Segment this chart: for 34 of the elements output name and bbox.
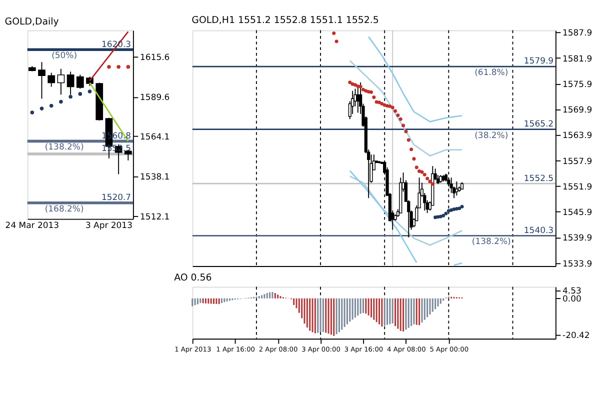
y-tick-label: 1564.1	[140, 131, 170, 142]
y-tick-label: 1512.1	[140, 211, 170, 222]
ref-line-label: 1579.9	[524, 56, 554, 66]
y-tick-label: -20.42	[562, 330, 590, 340]
x-tick-label: 3 Apr 2013	[85, 220, 132, 230]
ref-line-label: 1565.2	[524, 118, 554, 129]
annotation: (138.2%)	[472, 236, 511, 246]
annotation: (38.2%)	[474, 130, 508, 140]
chart-title: GOLD,H1 1551.2 1552.8 1551.1 1552.5	[192, 14, 379, 26]
y-tick-label: 1589.6	[140, 92, 170, 102]
annotation: (61.8%)	[474, 67, 508, 78]
ref-line-label: 1540.3	[524, 224, 554, 235]
annotation: (138.2%)	[44, 142, 84, 152]
y-tick-label: 1533.9	[562, 258, 592, 268]
y-tick-label: 1569.9	[562, 104, 592, 115]
ref-line-label: 1552.5	[524, 172, 554, 183]
annotation: (50%)	[52, 50, 78, 60]
y-tick-label: 1539.9	[562, 232, 592, 243]
y-tick-label: 4.53	[562, 286, 582, 296]
y-tick-label: 1563.9	[562, 130, 592, 140]
y-tick-label: 1587.9	[562, 28, 592, 38]
y-tick-label: 1581.9	[562, 53, 592, 64]
annotation: (168.2%)	[44, 203, 84, 214]
chart-title: GOLD,Daily	[4, 16, 60, 28]
y-tick-label: 1551.9	[562, 181, 592, 192]
y-tick-label: 1545.9	[562, 207, 592, 218]
y-tick-label: 0.00	[562, 294, 582, 304]
ref-line-label: 1520.7	[101, 192, 132, 202]
y-tick-label: 1557.9	[562, 156, 592, 166]
y-tick-label: 1615.6	[140, 52, 170, 62]
y-tick-label: 1538.1	[140, 171, 170, 182]
x-tick-label: 24 Mar 2013	[5, 220, 59, 230]
y-tick-label: 1575.9	[562, 78, 592, 89]
chart-title: AO 0.56	[174, 272, 212, 284]
